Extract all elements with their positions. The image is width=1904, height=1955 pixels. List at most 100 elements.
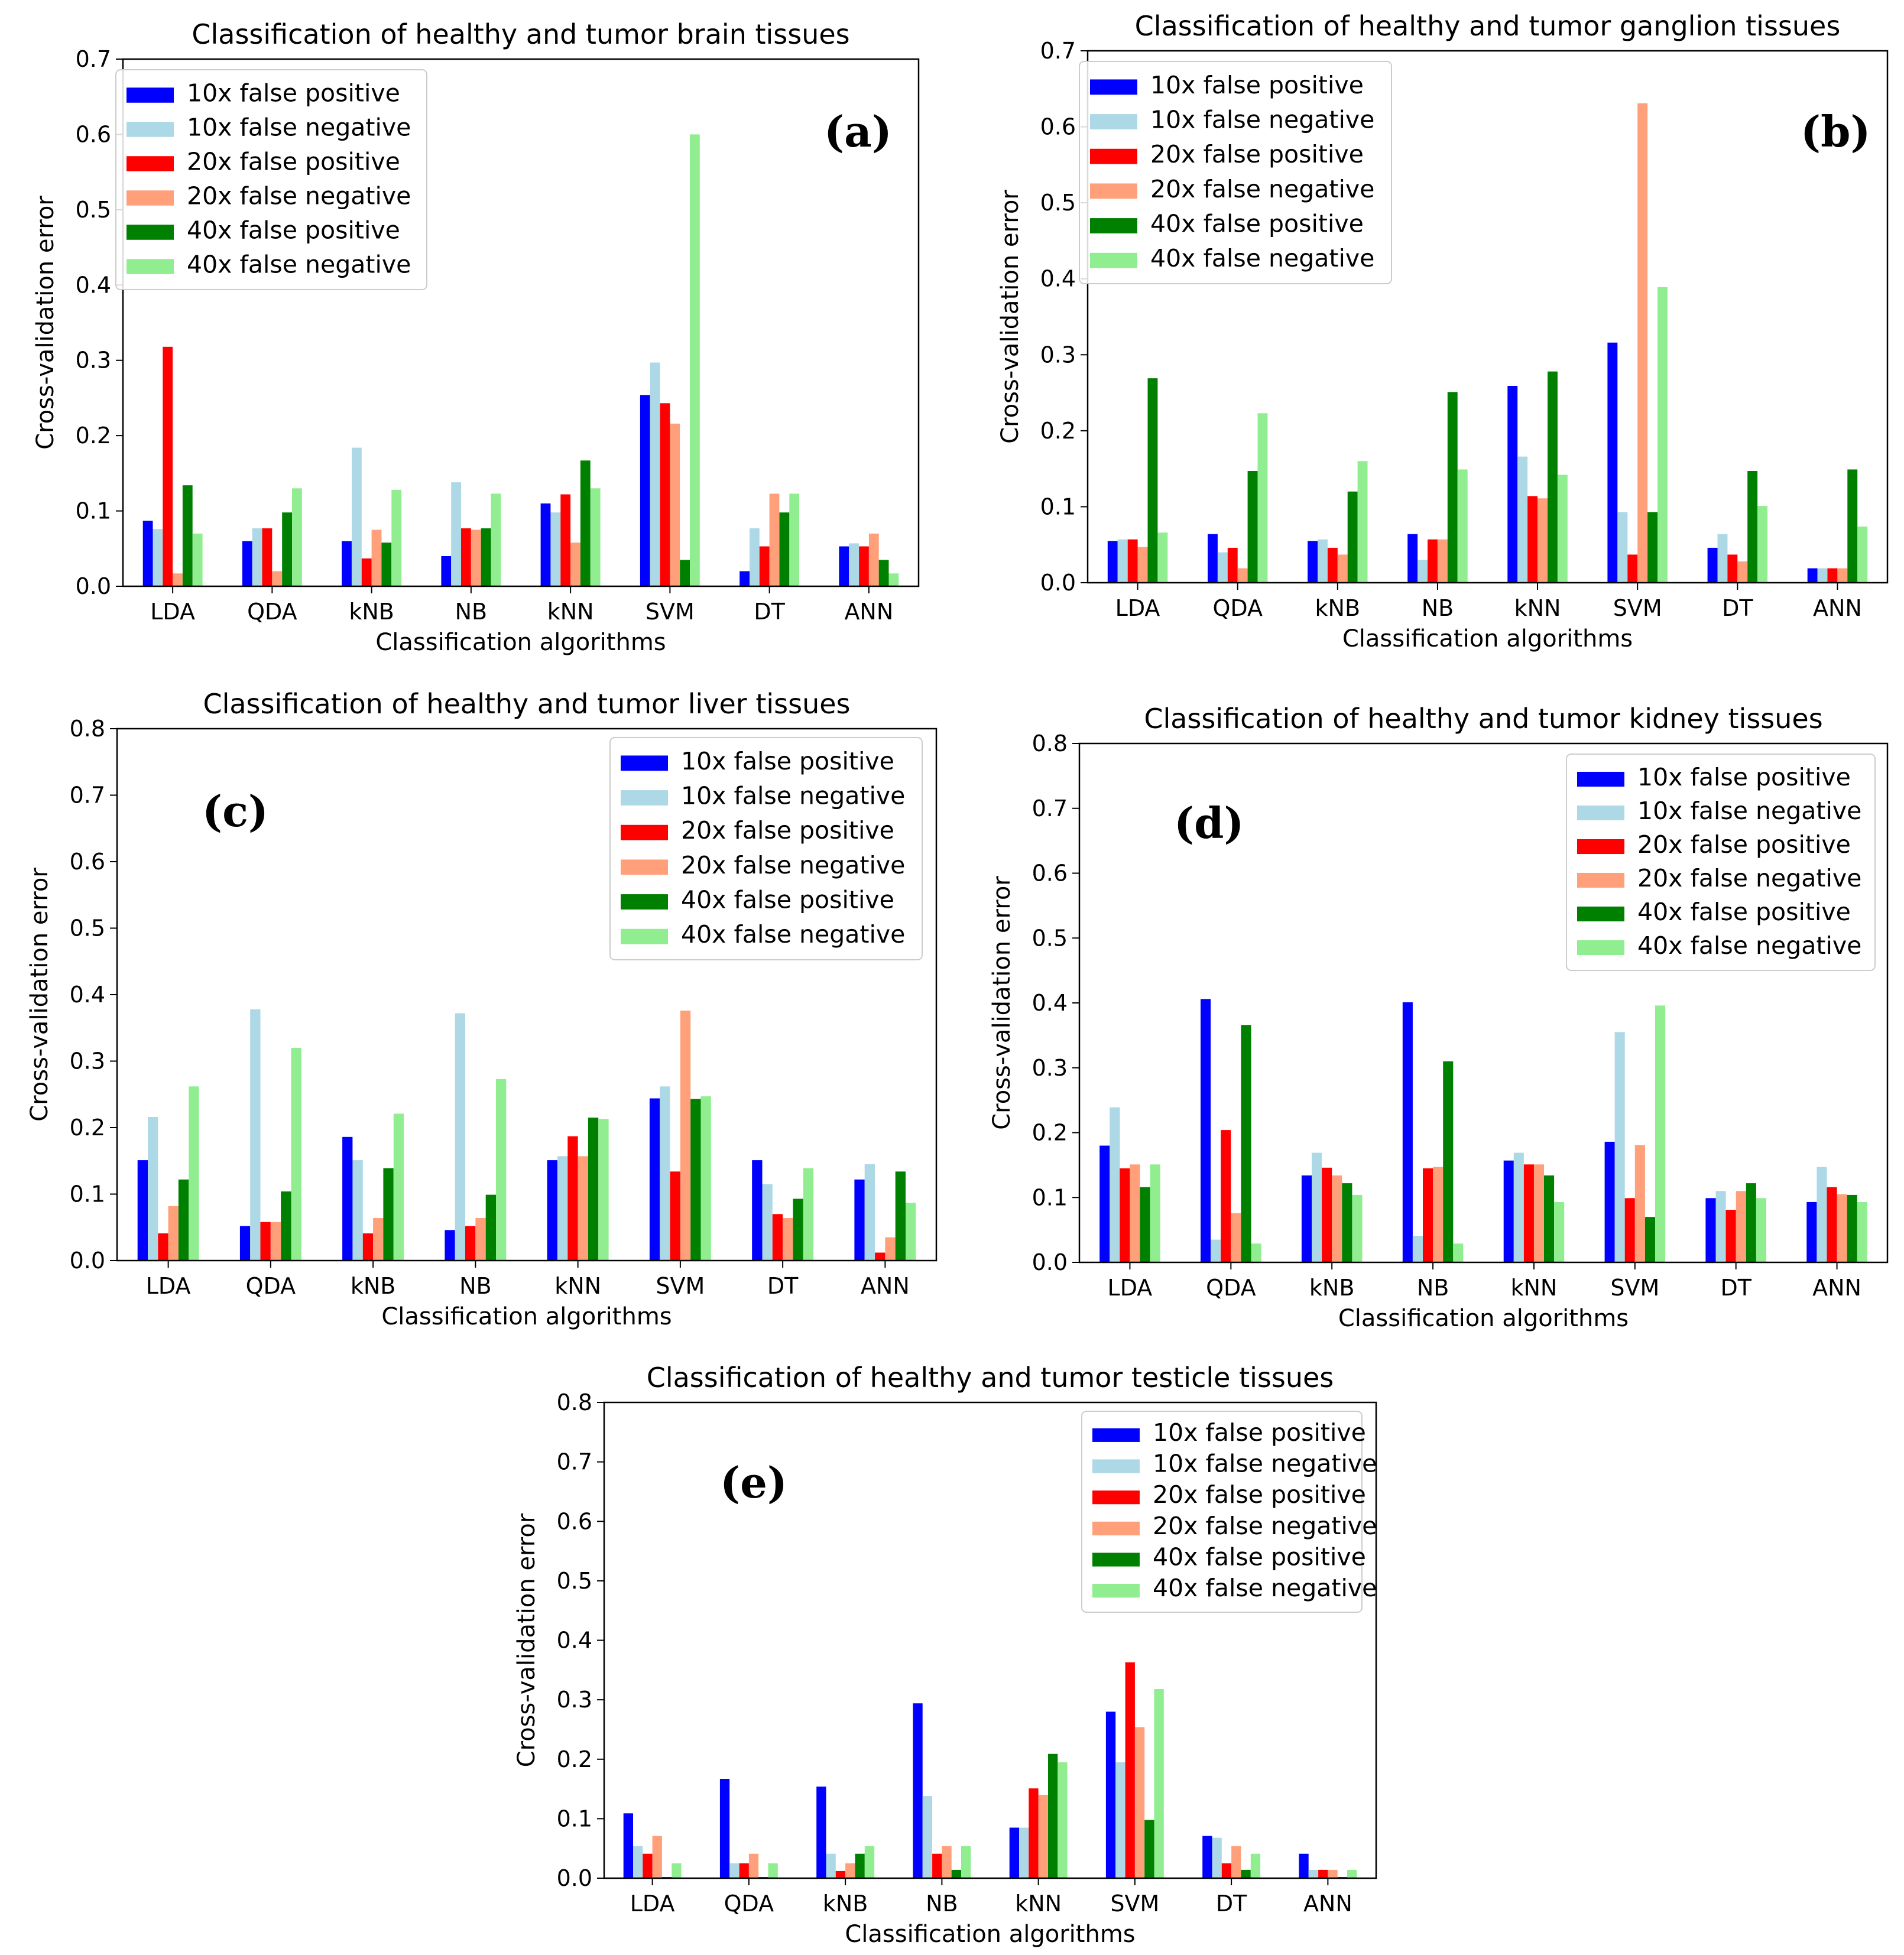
bar-kNB-4 [381, 543, 392, 586]
bar-LDA-5 [672, 1863, 682, 1878]
bar-kNB-2 [1327, 547, 1338, 583]
bar-DT-3 [1736, 1191, 1746, 1262]
chart-title: Classification of healthy and tumor gang… [1135, 10, 1841, 42]
bar-SVM-5 [1154, 1689, 1164, 1878]
y-tick-label: 0.6 [1040, 114, 1076, 140]
bar-NB-5 [491, 493, 501, 586]
bar-LDA-1 [633, 1846, 643, 1878]
x-axis-label: Classification algorithms [375, 629, 666, 656]
legend-label-5: 40x false negative [1153, 1574, 1377, 1602]
bar-SVM-2 [670, 1171, 680, 1261]
y-tick-label: 0.0 [1032, 1249, 1068, 1275]
bar-LDA-3 [1137, 547, 1148, 583]
legend-label-1: 10x false negative [187, 113, 411, 141]
bar-NB-2 [932, 1853, 942, 1878]
bar-DT-4 [1747, 471, 1758, 583]
bar-kNB-3 [1332, 1175, 1342, 1262]
bar-LDA-1 [1110, 1107, 1120, 1262]
legend-label-2: 20x false positive [1153, 1480, 1366, 1509]
bar-NB-5 [496, 1079, 507, 1261]
bar-SVM-4 [1644, 1217, 1655, 1262]
bar-SVM-5 [1655, 1005, 1666, 1262]
legend-box [1566, 754, 1876, 971]
bar-DT-5 [1756, 1198, 1766, 1262]
legend-label-4: 40x false positive [1637, 898, 1851, 926]
bar-ANN-5 [1347, 1869, 1357, 1878]
legend-label-3: 20x false negative [1150, 175, 1374, 203]
x-tick-label: kNB [351, 1273, 396, 1299]
x-tick-label: LDA [1108, 1275, 1153, 1301]
bar-kNB-0 [342, 541, 352, 586]
bar-kNN-5 [598, 1119, 609, 1261]
legend-swatch-2 [126, 156, 174, 171]
chart-title: Classification of healthy and tumor kidn… [1144, 703, 1822, 735]
bar-LDA-0 [137, 1160, 148, 1261]
x-tick-label: NB [455, 599, 488, 625]
bar-QDA-1 [250, 1009, 261, 1261]
x-tick-label: LDA [1115, 595, 1160, 621]
bar-NB-3 [1433, 1167, 1444, 1262]
bar-DT-1 [1717, 534, 1728, 583]
legend-label-1: 10x false negative [681, 782, 905, 810]
bar-LDA-4 [178, 1179, 189, 1261]
bar-QDA-2 [260, 1222, 271, 1261]
bar-kNN-0 [540, 503, 551, 586]
y-tick-label: 0.0 [557, 1865, 592, 1891]
legend: 10x false positive 10x false negative 20x … [115, 69, 427, 290]
legend-label-1: 10x false negative [1153, 1449, 1377, 1477]
legend-label-5: 40x false negative [187, 250, 411, 278]
legend-label-1: 10x false negative [1637, 797, 1861, 825]
bar-kNN-2 [1029, 1788, 1039, 1878]
plot-frame [1078, 742, 1889, 1264]
y-tick-label: 0.1 [76, 498, 111, 524]
bar-QDA-0 [719, 1779, 730, 1878]
panel-letter: (c) [202, 786, 268, 836]
bar-DT-2 [1725, 1210, 1736, 1262]
bar-NB-3 [475, 1218, 486, 1261]
x-tick-label: ANN [1812, 1275, 1861, 1301]
x-tick-label: kNN [1015, 1891, 1062, 1917]
legend-swatch-1 [621, 790, 668, 806]
bar-kNN-1 [1517, 456, 1528, 583]
legend: 10x false positive 10x false negative 20x … [609, 737, 923, 960]
y-tick-label: 0.5 [1040, 190, 1076, 216]
bar-NB-0 [445, 1230, 455, 1261]
y-tick-label: 0.0 [1040, 570, 1076, 596]
bar-kNB-1 [1312, 1152, 1322, 1262]
bar-ANN-0 [854, 1179, 865, 1261]
bar-NB-2 [465, 1226, 476, 1261]
legend-swatch-1 [1090, 114, 1137, 129]
x-tick-label: kNB [1315, 595, 1361, 621]
bar-DT-1 [1715, 1191, 1726, 1262]
legend-label-1: 10x false negative [1150, 106, 1374, 134]
bar-kNB-3 [1337, 554, 1348, 583]
legend-swatch-0 [126, 87, 174, 103]
bar-QDA-2 [262, 528, 273, 586]
bar-kNB-4 [1347, 491, 1358, 583]
bar-QDA-2 [739, 1863, 749, 1878]
legend-swatch-5 [621, 928, 668, 944]
bar-NB-0 [1407, 534, 1418, 583]
bar-QDA-3 [1237, 568, 1248, 583]
bar-kNB-5 [864, 1846, 875, 1878]
bar-QDA-0 [1201, 999, 1211, 1262]
bar-QDA-5 [292, 488, 302, 586]
bar-kNN-3 [1038, 1795, 1048, 1878]
chart-panel-3: Classification of healthy and tumor kidn… [988, 703, 1889, 1332]
x-tick-label: kNN [554, 1273, 601, 1299]
panel-letter: (b) [1801, 106, 1870, 157]
bar-LDA-2 [1127, 539, 1138, 583]
bar-ANN-5 [1857, 526, 1868, 583]
bar-SVM-0 [649, 1098, 660, 1261]
legend-swatch-2 [1577, 839, 1624, 855]
bar-QDA-5 [291, 1048, 301, 1261]
chart-panel-1: Classification of healthy and tumor gang… [997, 10, 1889, 652]
y-tick-label: 0.3 [76, 348, 111, 374]
chart-panel-0: Classification of healthy and tumor brai… [32, 18, 920, 656]
bar-DT-3 [783, 1218, 793, 1261]
legend-swatch-2 [1090, 148, 1137, 164]
x-tick-label: SVM [1613, 595, 1662, 621]
y-tick-label: 0.3 [557, 1687, 592, 1713]
y-tick-label: 0.0 [70, 1248, 105, 1274]
bar-kNN-1 [557, 1156, 568, 1261]
